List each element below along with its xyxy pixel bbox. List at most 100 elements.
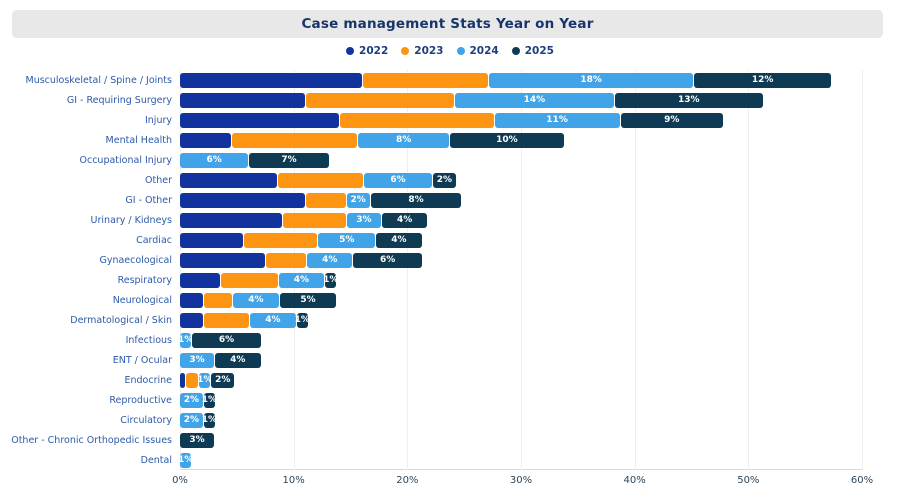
legend-dot-icon	[511, 47, 520, 55]
segment-label: 10%	[496, 135, 518, 145]
legend-label: 2022	[359, 45, 389, 57]
segment-label: 4%	[230, 355, 246, 365]
category-label: Dermatological / Skin	[70, 314, 172, 326]
bar-segment-2022[interactable]	[180, 212, 283, 228]
stacked-bar: 4% 5%	[176, 292, 900, 308]
bar-segment-2024[interactable]: 1%	[197, 372, 212, 388]
legend-item-2024[interactable]: 2024	[456, 45, 499, 57]
bar-segment-2025[interactable]: 10%	[450, 132, 564, 148]
legend-item-2022[interactable]: 2022	[346, 45, 388, 57]
segment-label: 1%	[178, 455, 194, 465]
bar-segment-2025[interactable]: 6%	[192, 332, 261, 348]
stacked-bar: 18% 12%	[176, 72, 900, 88]
bar-segment-2023[interactable]	[203, 312, 250, 328]
legend-item-2025[interactable]: 2025	[511, 45, 554, 57]
bar-segment-2024[interactable]: 4%	[278, 272, 325, 288]
bar-segment-2023[interactable]	[243, 232, 318, 248]
bar-segment-2022[interactable]	[180, 192, 306, 208]
category-row: GI - Other 2% 8%	[0, 190, 900, 210]
segment-label: 9%	[664, 115, 680, 125]
segment-label: 6%	[206, 155, 222, 165]
bar-segment-2024[interactable]: 8%	[358, 132, 450, 148]
bar-segment-2024[interactable]: 4%	[250, 312, 296, 328]
segment-label: 11%	[546, 115, 568, 125]
bar-segment-2025[interactable]: 1%	[201, 412, 218, 428]
bar-segment-2023[interactable]	[340, 112, 494, 128]
x-axis-tick-label: 60%	[850, 475, 874, 486]
stacked-bar: 3% 4%	[176, 212, 900, 228]
category-row: GI - Requiring Surgery 14% 13%	[0, 90, 900, 110]
category-label: Gynaecological	[99, 254, 172, 266]
x-axis-tick-label: 30%	[509, 475, 533, 486]
stacked-bar: 3% 4%	[176, 352, 900, 368]
bar-segment-2024[interactable]: 3%	[180, 352, 215, 368]
stacked-bar: 11% 9%	[176, 112, 900, 128]
bar-segment-2025[interactable]: 4%	[215, 352, 261, 368]
bar-segment-2023[interactable]	[283, 212, 346, 228]
bar-segment-2025[interactable]: 12%	[694, 72, 831, 88]
segment-label: 1%	[323, 275, 339, 285]
bar-segment-2025[interactable]: 13%	[614, 92, 763, 108]
bar-segment-2022[interactable]	[180, 312, 203, 328]
segment-label: 3%	[356, 215, 372, 225]
bar-segment-2025[interactable]: 1%	[323, 272, 339, 288]
bar-segment-2024[interactable]: 5%	[318, 232, 376, 248]
bar-segment-2025[interactable]: 4%	[381, 212, 428, 228]
bar-segment-2025[interactable]: 9%	[620, 112, 723, 128]
bar-segment-2024[interactable]: 4%	[307, 252, 353, 268]
bar-segment-2025[interactable]: 6%	[353, 252, 422, 268]
bar-segment-2024[interactable]: 2%	[180, 412, 203, 428]
bar-segment-2022[interactable]	[180, 132, 232, 148]
bar-segment-2024[interactable]: 3%	[346, 212, 381, 228]
bar-segment-2022[interactable]	[180, 372, 185, 388]
bar-segment-2025[interactable]: 3%	[180, 432, 215, 448]
bar-segment-2022[interactable]	[180, 112, 340, 128]
bar-segment-2024[interactable]: 6%	[363, 172, 433, 188]
bar-segment-2022[interactable]	[180, 232, 243, 248]
bar-segment-2022[interactable]	[180, 72, 362, 88]
segment-label: 18%	[580, 75, 602, 85]
bar-segment-2023[interactable]	[232, 132, 358, 148]
bar-segment-2022[interactable]	[180, 272, 220, 288]
bar-segment-2025[interactable]: 1%	[202, 392, 217, 408]
bar-segment-2023[interactable]	[306, 92, 454, 108]
bar-segment-2024[interactable]: 2%	[180, 392, 203, 408]
segment-label: 2%	[350, 195, 366, 205]
segment-label: 1%	[201, 415, 218, 425]
bar-segment-2023[interactable]	[203, 292, 233, 308]
bar-segment-2024[interactable]: 6%	[180, 152, 249, 168]
bar-segment-2022[interactable]	[180, 292, 203, 308]
legend-dot-icon	[346, 47, 355, 55]
bar-segment-2023[interactable]	[306, 192, 346, 208]
bar-segment-2023[interactable]	[266, 252, 307, 268]
bar-segment-2023[interactable]	[362, 72, 488, 88]
legend: 2022 2023 2024 2025	[0, 43, 900, 59]
bar-segment-2025[interactable]: 1%	[295, 312, 310, 328]
bar-segment-2023[interactable]	[185, 372, 199, 388]
bar-segment-2024[interactable]: 18%	[488, 72, 694, 88]
bar-segment-2024[interactable]: 2%	[346, 192, 370, 208]
bar-segment-2025[interactable]: 8%	[370, 192, 462, 208]
category-label: Musculoskeletal / Spine / Joints	[25, 74, 173, 86]
stacked-bar: 5% 4%	[176, 232, 900, 248]
bar-segment-2024[interactable]: 4%	[233, 292, 279, 308]
bar-segment-2023[interactable]	[277, 172, 363, 188]
bar-segment-2025[interactable]: 4%	[376, 232, 422, 248]
bar-segment-2024[interactable]: 11%	[494, 112, 620, 128]
bar-segment-2022[interactable]	[180, 252, 266, 268]
bar-segment-2024[interactable]: 1%	[178, 332, 193, 348]
bar-segment-2025[interactable]: 5%	[279, 292, 337, 308]
bar-segment-2023[interactable]	[220, 272, 278, 288]
bar-segment-2025[interactable]: 7%	[249, 152, 329, 168]
bar-segment-2024[interactable]: 14%	[454, 92, 614, 108]
bar-segment-2025[interactable]: 2%	[211, 372, 235, 388]
gridline-50	[748, 70, 750, 470]
legend-item-2023[interactable]: 2023	[401, 45, 444, 57]
category-label: Infectious	[125, 334, 172, 346]
bar-segment-2022[interactable]	[180, 92, 306, 108]
bar-segment-2022[interactable]	[180, 172, 277, 188]
bar-segment-2024[interactable]: 1%	[178, 452, 194, 468]
bar-segment-2025[interactable]: 2%	[433, 172, 456, 188]
segment-label: 8%	[395, 135, 412, 145]
x-axis-tick-label: 20%	[396, 475, 419, 486]
